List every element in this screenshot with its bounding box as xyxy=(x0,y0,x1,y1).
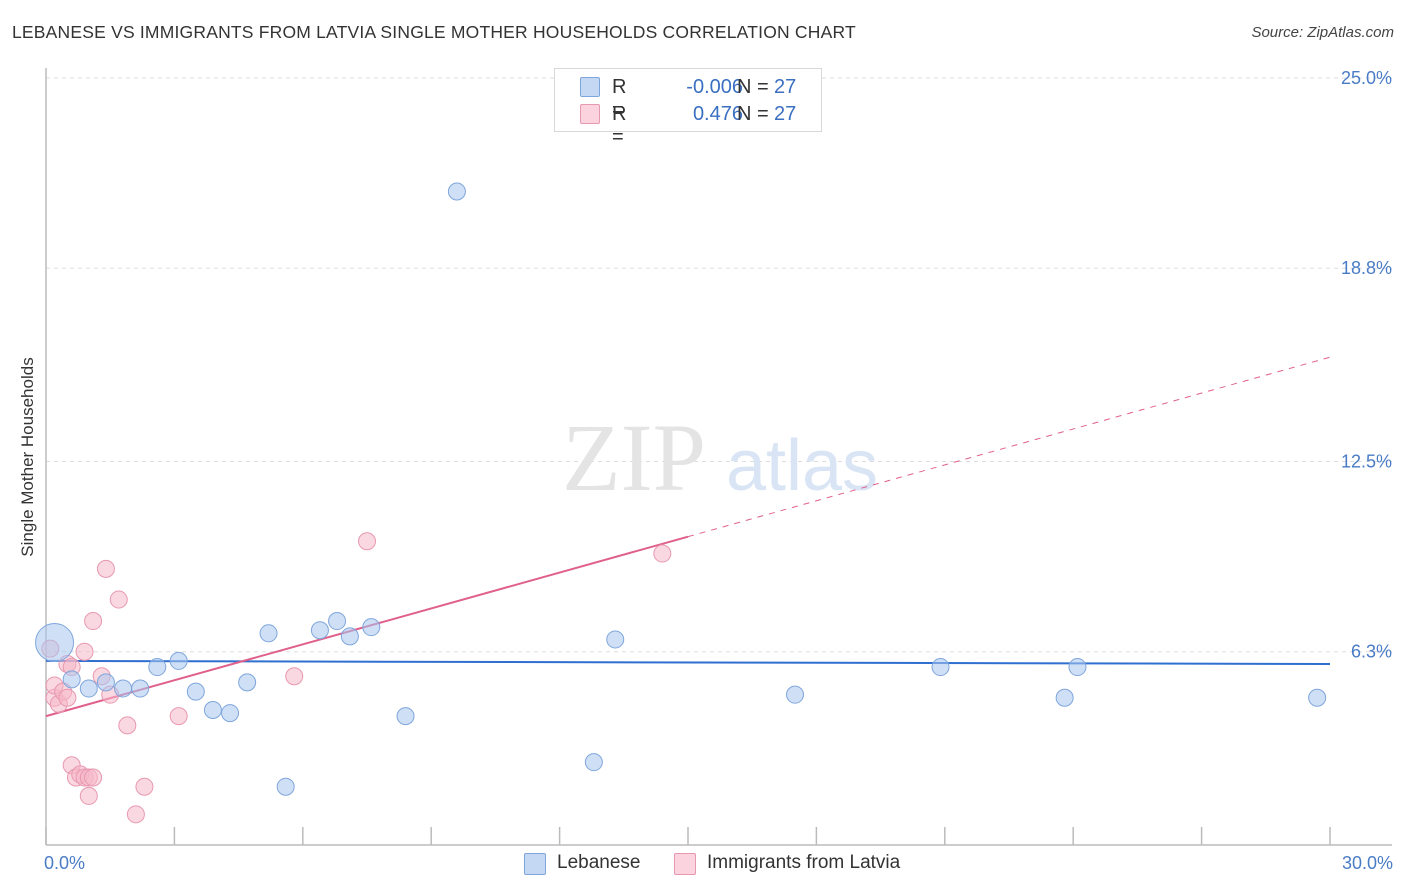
point-lebanese xyxy=(447,182,466,201)
point-lebanese xyxy=(362,618,381,637)
point-lebanese xyxy=(1068,658,1087,677)
point-lebanese xyxy=(931,658,950,677)
legend-r-value: 0.476 xyxy=(692,103,743,125)
trend-line-latvia-extension xyxy=(687,356,1331,538)
point-lebanese xyxy=(62,670,81,689)
point-lebanese xyxy=(1055,688,1074,707)
y-tick-label: 25.0% xyxy=(1341,68,1392,88)
point-lebanese xyxy=(340,627,359,646)
point-lebanese xyxy=(238,673,257,692)
point-latvia xyxy=(109,590,128,609)
point-latvia xyxy=(96,559,115,578)
point-lebanese xyxy=(148,658,167,677)
legend-n-value: 27 xyxy=(774,76,797,98)
point-latvia xyxy=(653,544,672,563)
point-latvia xyxy=(84,768,103,787)
watermark-zip: ZIP xyxy=(562,404,706,511)
point-lebanese xyxy=(606,630,625,649)
legend-swatch-lebanese xyxy=(580,77,600,97)
point-lebanese xyxy=(114,679,133,698)
point-lebanese xyxy=(169,651,188,670)
point-latvia xyxy=(79,786,98,805)
bottom-legend-swatch-lebanese xyxy=(524,853,546,875)
point-latvia xyxy=(84,612,103,631)
point-lebanese xyxy=(328,612,347,631)
point-lebanese xyxy=(203,701,222,720)
point-lebanese xyxy=(79,679,98,698)
legend-n-value: 27 xyxy=(774,103,797,125)
trend-line-lebanese xyxy=(45,659,1331,665)
x-tick-label: 30.0% xyxy=(1342,853,1393,873)
point-lebanese xyxy=(276,777,295,796)
point-lebanese xyxy=(396,707,415,726)
point-latvia xyxy=(285,667,304,686)
point-lebanese xyxy=(35,623,75,663)
point-lebanese xyxy=(96,673,115,692)
bottom-legend-label-latvia: Immigrants from Latvia xyxy=(707,852,901,873)
point-latvia xyxy=(118,716,137,735)
legend-r-value: -0.006 xyxy=(686,76,743,98)
point-lebanese xyxy=(584,753,603,772)
legend-r-label: R = xyxy=(612,76,627,121)
point-lebanese xyxy=(131,679,150,698)
correlation-legend: R = -0.006 N = 27 R = 0.476 N = 27 xyxy=(554,68,822,148)
point-lebanese xyxy=(310,621,329,640)
point-lebanese xyxy=(1308,688,1327,707)
source-label: Source: ZipAtlas.com xyxy=(1251,24,1394,41)
tick-labels: 25.0% 18.8% 12.5% 6.3% 0.0% 30.0% xyxy=(44,68,1393,873)
gridlines xyxy=(46,77,1392,653)
point-lebanese xyxy=(259,624,278,643)
bottom-legend-swatch-latvia xyxy=(674,853,696,875)
point-latvia xyxy=(169,707,188,726)
point-latvia xyxy=(58,688,77,707)
point-lebanese xyxy=(186,682,205,701)
x-tick-label: 0.0% xyxy=(44,853,85,873)
legend-n-label: N = xyxy=(737,103,769,125)
legend-swatch-latvia xyxy=(580,104,600,124)
point-latvia xyxy=(126,805,145,824)
watermark: ZIP atlas xyxy=(562,404,878,511)
chart-title: LEBANESE VS IMMIGRANTS FROM LATVIA SINGL… xyxy=(12,22,856,42)
point-latvia xyxy=(358,532,376,551)
point-lebanese xyxy=(221,704,240,723)
legend-n-label: N = xyxy=(737,76,769,98)
bottom-legend-label-lebanese: Lebanese xyxy=(557,852,641,873)
point-latvia xyxy=(135,777,154,796)
point-lebanese xyxy=(786,685,804,704)
y-tick-label: 12.5% xyxy=(1341,452,1392,472)
point-latvia xyxy=(75,642,94,661)
scatter-points xyxy=(35,182,1327,824)
watermark-atlas: atlas xyxy=(726,426,878,506)
y-tick-label: 18.8% xyxy=(1341,258,1392,278)
axes xyxy=(45,68,1392,846)
y-tick-label: 6.3% xyxy=(1351,642,1392,662)
legend-r-label: R = xyxy=(612,103,627,148)
